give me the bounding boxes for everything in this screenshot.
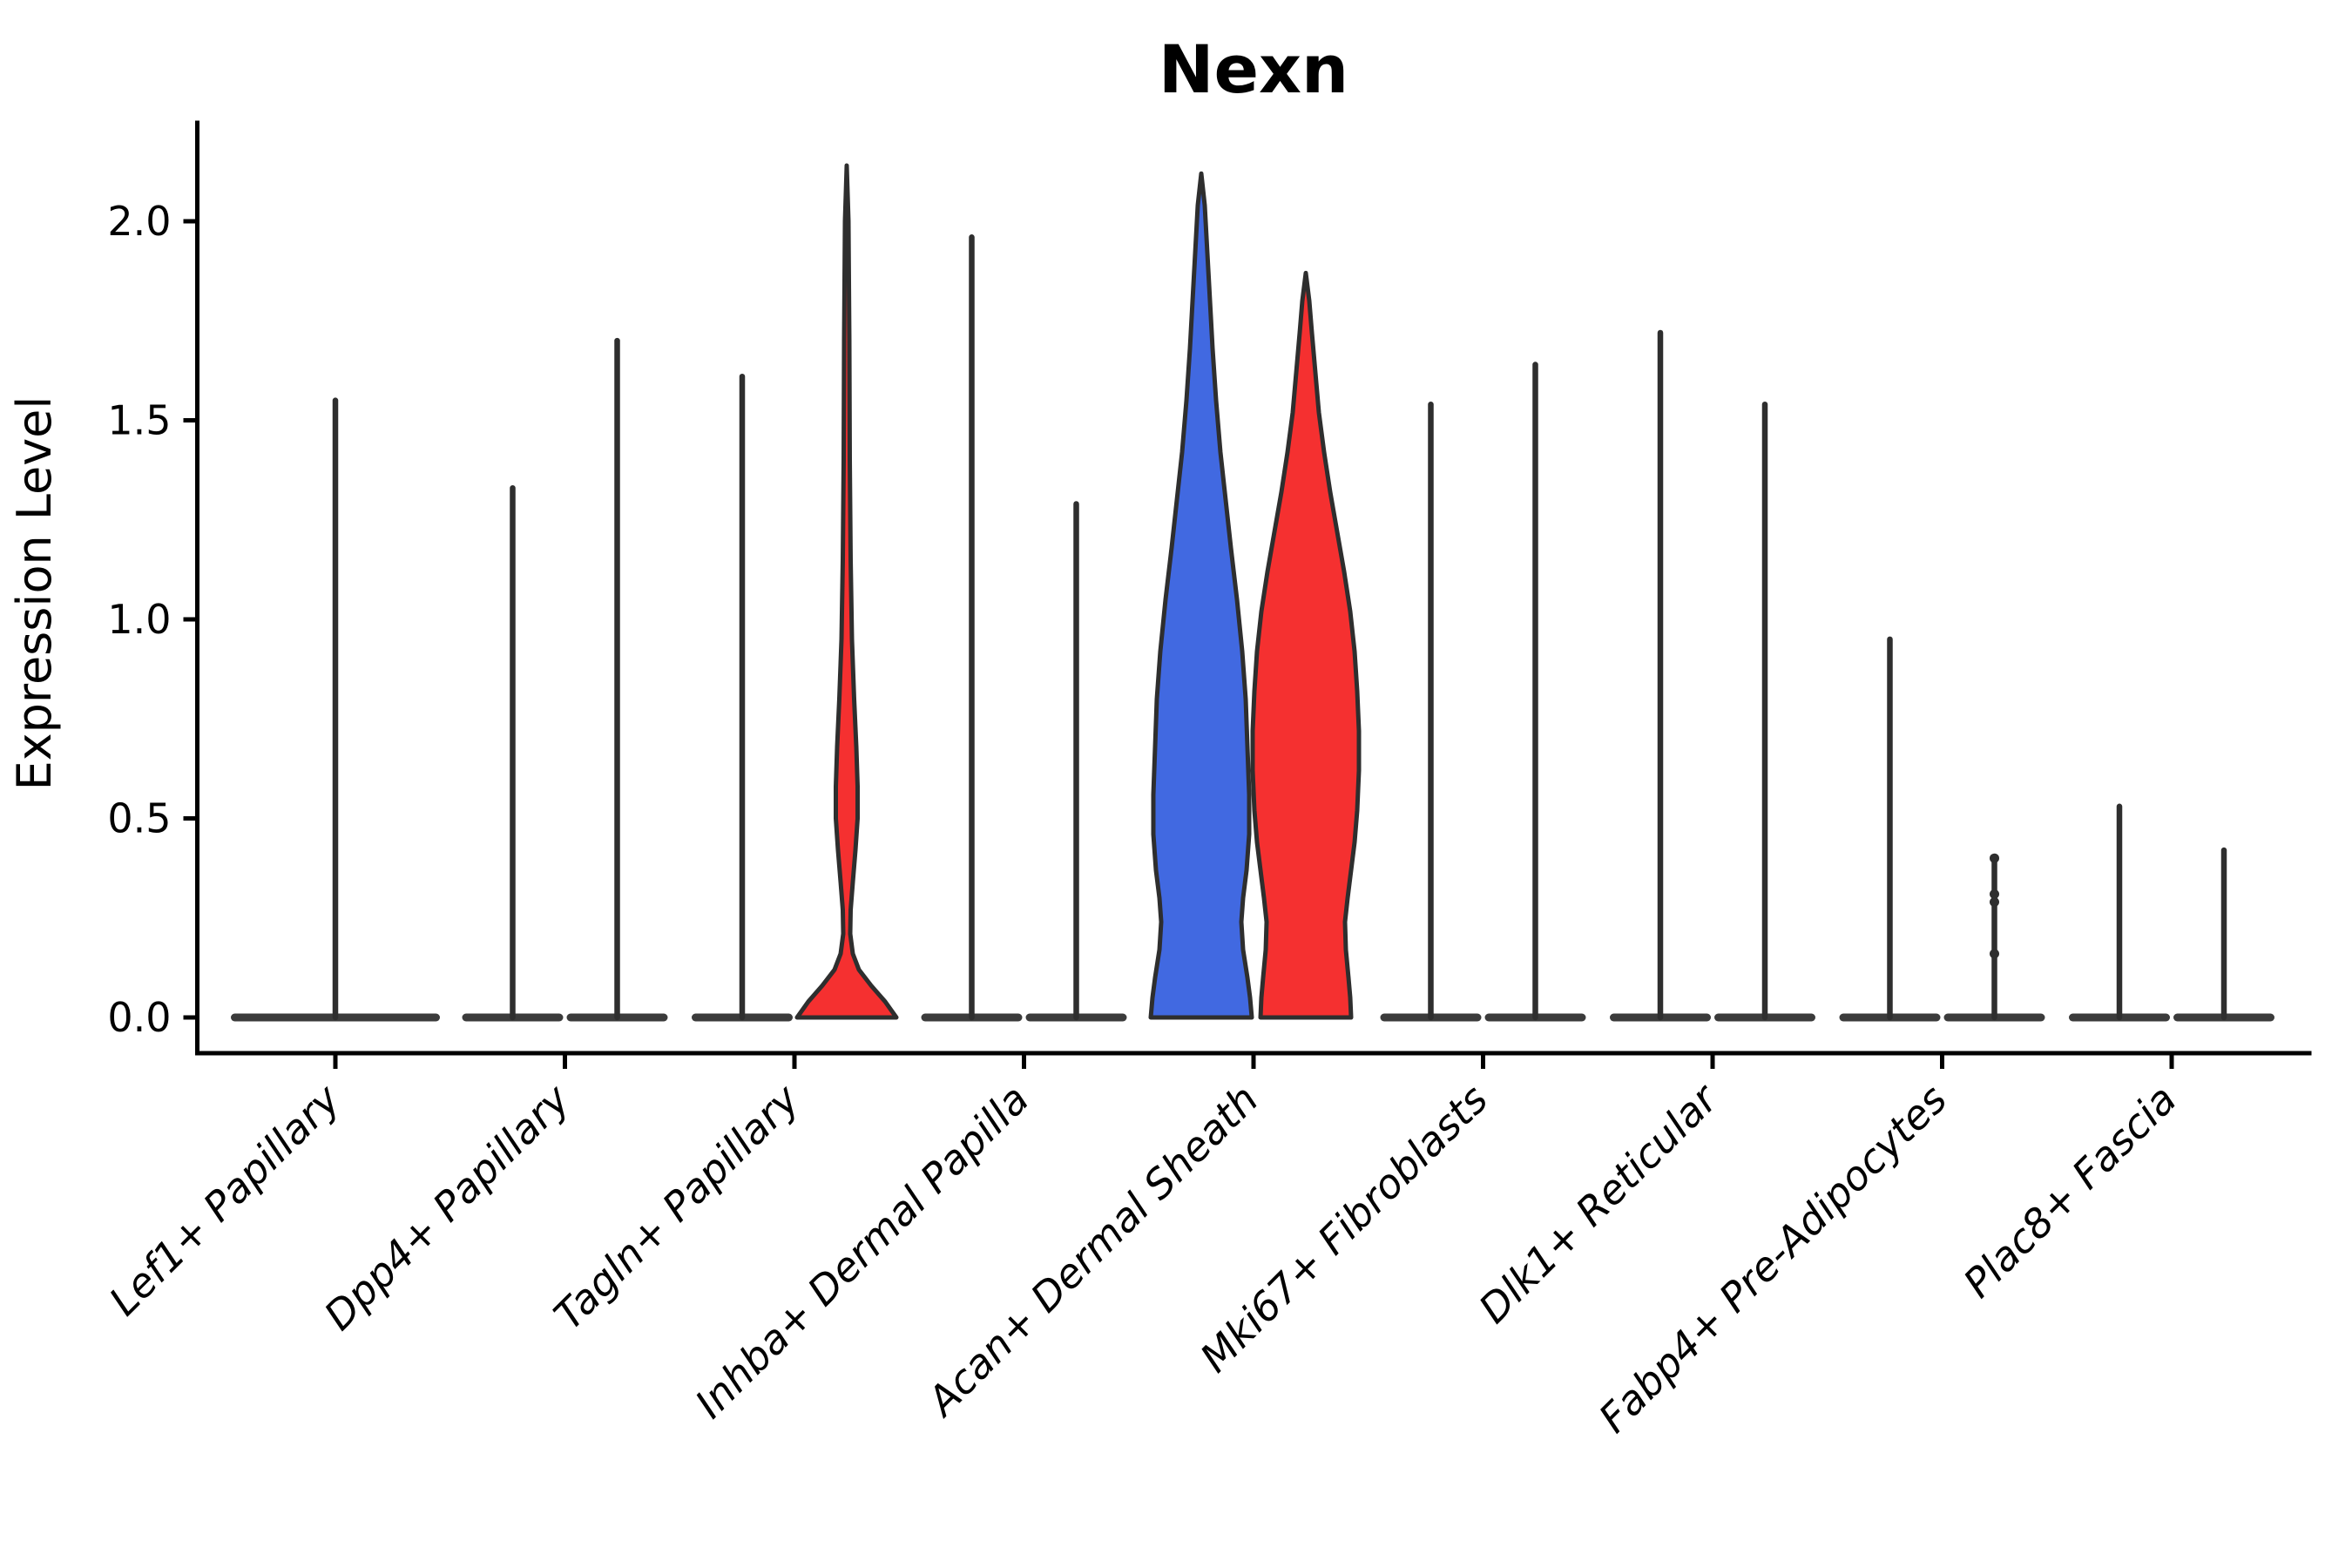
y-tick-label: 0.5: [107, 795, 171, 842]
violin-body-acan-dermal-sheath-left: [1148, 171, 1254, 1020]
violin-knot-fabp4-pre-adipocytes-right: [1990, 889, 1999, 899]
y-tick-label: 1.0: [107, 596, 171, 643]
axis-spines: [195, 120, 2312, 1056]
violins-layer: [231, 163, 2274, 1022]
axes: 0.0 0.5 1.0 1.5 2.0: [107, 120, 2312, 1069]
x-tick-label-lef1-papillary: Lef1+ Papillary: [100, 1075, 349, 1324]
x-tick-label-dpp4-papillary: Dpp4+ Papillary: [315, 1075, 579, 1339]
y-axis-label: Expression Level: [7, 396, 62, 791]
x-tick-label-plac8-fascia: Plac8+ Fascia: [1954, 1076, 2185, 1307]
y-tick-label: 2.0: [107, 198, 171, 245]
x-tick-label-dlk1-reticular: Dlk1+ Reticular: [1470, 1073, 1728, 1332]
violin-knot-fabp4-pre-adipocytes-right: [1990, 896, 1999, 907]
violin-knot-fabp4-pre-adipocytes-right: [1990, 853, 1999, 863]
y-tick-label: 1.5: [107, 397, 171, 444]
violin-knot-fabp4-pre-adipocytes-right: [1990, 949, 1999, 959]
y-tick-label: 0.0: [107, 994, 171, 1041]
violin-body-tagln-papillary-right: [794, 163, 899, 1020]
violin-body-acan-dermal-sheath-right: [1250, 270, 1362, 1020]
x-tick-label-tagln-papillary: Tagln+ Papillary: [544, 1075, 808, 1339]
plot-title: Nexn: [1159, 30, 1348, 108]
